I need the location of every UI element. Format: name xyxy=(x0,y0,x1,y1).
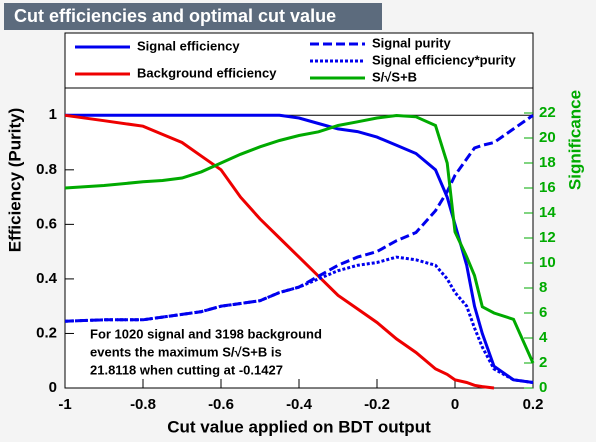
series-line xyxy=(64,255,534,384)
y-tick-label: 0.2 xyxy=(36,324,57,341)
series-line xyxy=(64,113,495,390)
title-box xyxy=(4,3,382,30)
y2-tick-label: 8 xyxy=(539,279,547,296)
plot-frame xyxy=(64,87,534,389)
y-tick-label: 0 xyxy=(49,379,57,396)
legend-box xyxy=(64,32,534,89)
y-tick-label: 1 xyxy=(49,106,57,123)
y-tick-label: 0.4 xyxy=(36,270,58,287)
series-line xyxy=(65,113,534,384)
chart-title: Cut efficiencies and optimal cut value xyxy=(14,6,336,26)
legend-label: Signal efficiency*purity xyxy=(372,52,517,67)
legend-label: Signal efficiency xyxy=(137,38,240,53)
y2-axis-label: Significance xyxy=(565,90,584,190)
y2-tick-label: 10 xyxy=(539,254,556,271)
y2-tick-label: 20 xyxy=(539,129,556,146)
legend-label: Signal purity xyxy=(372,35,452,50)
y2-tick-label: 0 xyxy=(539,379,547,396)
y2-tick-label: 6 xyxy=(539,304,547,321)
y2-tick-label: 22 xyxy=(539,104,556,121)
annotation: For 1020 signal and 3198 background xyxy=(90,326,322,341)
annotation: 21.8118 when cutting at -0.1427 xyxy=(90,362,283,377)
y-tick-label: 0.6 xyxy=(36,215,57,232)
y2-tick-label: 12 xyxy=(539,229,556,246)
x-tick-label: -0.2 xyxy=(364,396,390,413)
x-tick-label: -0.4 xyxy=(286,396,313,413)
x-tick-label: 0.2 xyxy=(523,396,544,413)
x-tick-label: 0 xyxy=(451,396,459,413)
annotation: events the maximum S/√S+B is xyxy=(90,344,282,359)
x-tick-label: -0.8 xyxy=(130,396,156,413)
y2-tick-label: 4 xyxy=(539,329,548,346)
y2-tick-label: 18 xyxy=(539,154,556,171)
x-tick-label: -1 xyxy=(58,396,71,413)
series-line xyxy=(64,113,535,364)
y-tick-label: 0.8 xyxy=(36,161,57,178)
legend-label: S/√S+B xyxy=(372,69,417,84)
y2-tick-label: 16 xyxy=(539,179,556,196)
y2-tick-label: 2 xyxy=(539,354,547,371)
x-axis-label: Cut value applied on BDT output xyxy=(167,417,431,436)
y2-tick-label: 14 xyxy=(539,204,556,221)
y-axis-label: Efficiency (Purity) xyxy=(5,108,24,253)
x-tick-label: -0.6 xyxy=(208,396,234,413)
legend-label: Background efficiency xyxy=(137,65,277,80)
